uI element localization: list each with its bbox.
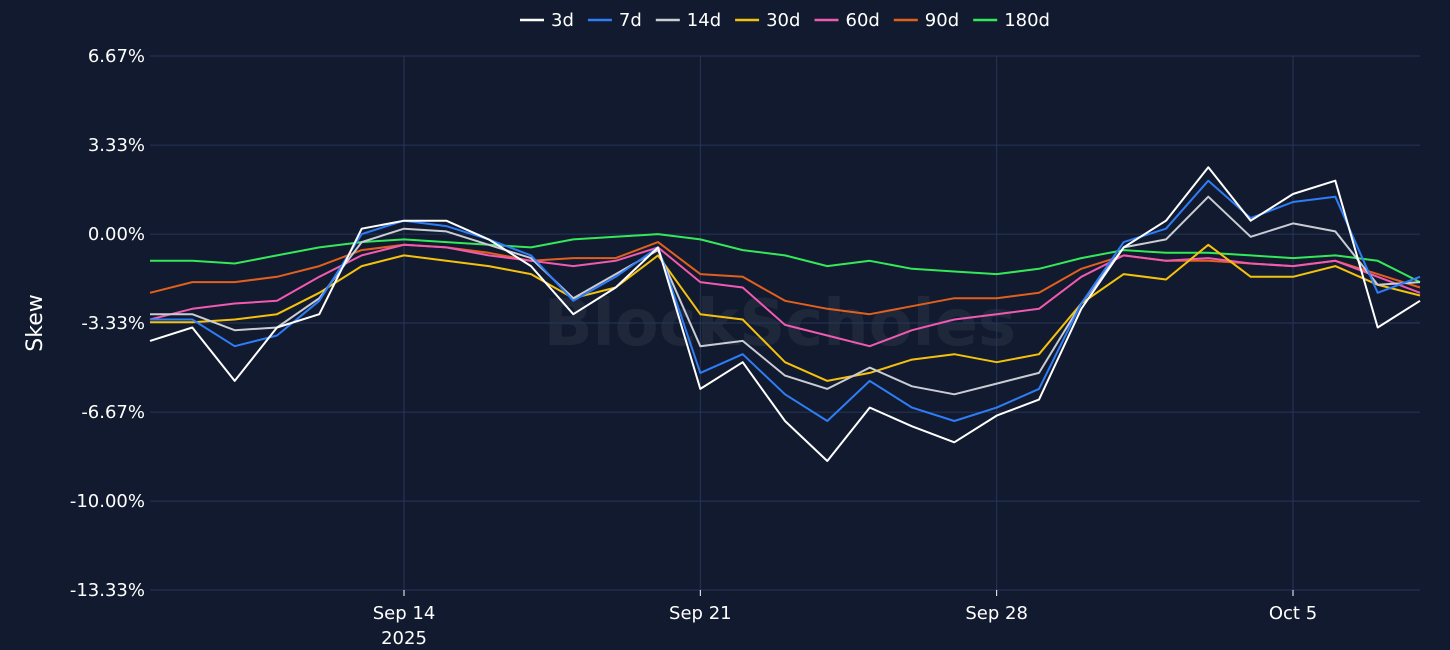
legend-item-7d[interactable]: 7d: [587, 10, 642, 31]
series-line-90d: [149, 241, 1421, 316]
y-tick-label: 0.00%: [88, 224, 145, 245]
y-axis-ticks: 6.67% 3.33% 0.00% -3.33% -6.67% -10.00% -13.33…: [70, 46, 145, 601]
legend-label: 30d: [766, 10, 800, 31]
y-tick-label: 6.67%: [88, 46, 145, 67]
series-lines: [149, 166, 1421, 462]
legend-item-180d[interactable]: 180d: [973, 10, 1050, 31]
series-line-14d: [150, 195, 1421, 396]
x-axis-ticks: Sep 14 2025 Sep 21 Sep 28 Oct 5: [373, 590, 1317, 649]
legend-item-3d[interactable]: 3d: [520, 10, 574, 31]
legend-item-60d[interactable]: 60d: [814, 10, 880, 31]
legend-item-30d[interactable]: 30d: [735, 10, 800, 31]
series-line-3d: [149, 166, 1421, 462]
y-tick-label: -3.33%: [81, 313, 145, 334]
x-tick-label: Sep 21: [669, 603, 732, 624]
legend-label: 3d: [551, 10, 574, 31]
y-tick-label: -6.67%: [81, 402, 145, 423]
y-tick-label: -13.33%: [70, 580, 145, 601]
x-tick-label: Sep 14: [373, 603, 436, 624]
legend-label: 90d: [925, 10, 959, 31]
x-tick-sublabel: 2025: [381, 628, 427, 649]
legend-label: 7d: [619, 10, 642, 31]
grid: [150, 55, 1420, 591]
x-tick-label: Oct 5: [1269, 603, 1317, 624]
legend-label: 14d: [687, 10, 721, 31]
legend-item-14d[interactable]: 14d: [655, 10, 721, 31]
y-axis-title: Skew: [23, 294, 48, 351]
legend-item-90d[interactable]: 90d: [893, 10, 959, 31]
legend[interactable]: 3d 7d 14d 30d 60d 90d 180d: [520, 10, 1050, 31]
y-tick-label: -10.00%: [70, 491, 145, 512]
series-line-60d: [149, 243, 1421, 348]
series-line-30d: [150, 243, 1421, 382]
x-tick-label: Sep 28: [965, 603, 1028, 624]
legend-label: 60d: [846, 10, 880, 31]
y-tick-label: 3.33%: [88, 135, 145, 156]
legend-label: 180d: [1004, 10, 1050, 31]
series-line-7d: [150, 179, 1421, 422]
